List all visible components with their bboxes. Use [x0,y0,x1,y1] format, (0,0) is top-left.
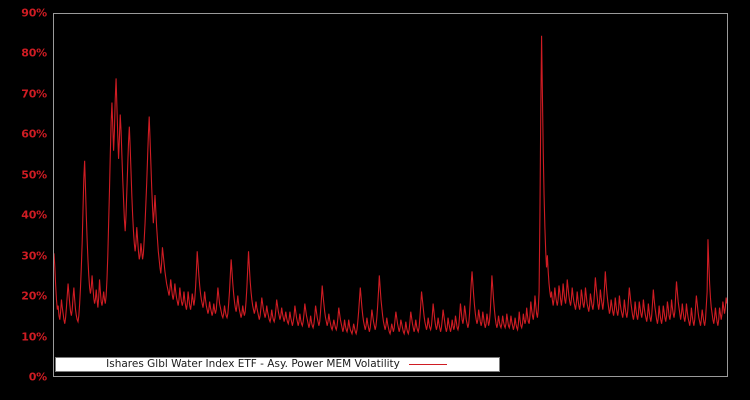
y-tick-label: 60% [21,127,47,141]
y-tick-label: 80% [21,46,47,60]
plot-area [53,13,728,377]
legend-label: Ishares Glbl Water Index ETF - Asy. Powe… [106,358,400,370]
y-tick-label: 30% [21,249,47,263]
legend-color-swatch [408,364,447,365]
y-tick-label: 0% [28,370,47,384]
y-tick-label: 90% [21,6,47,20]
y-tick-label: 20% [21,289,47,303]
legend: Ishares Glbl Water Index ETF - Asy. Powe… [55,357,500,372]
series-polyline [54,35,727,336]
y-tick-label: 70% [21,87,47,101]
y-tick-label: 40% [21,208,47,222]
y-tick-label: 50% [21,168,47,182]
y-tick-label: 10% [21,330,47,344]
series-line-volatility [54,35,727,336]
